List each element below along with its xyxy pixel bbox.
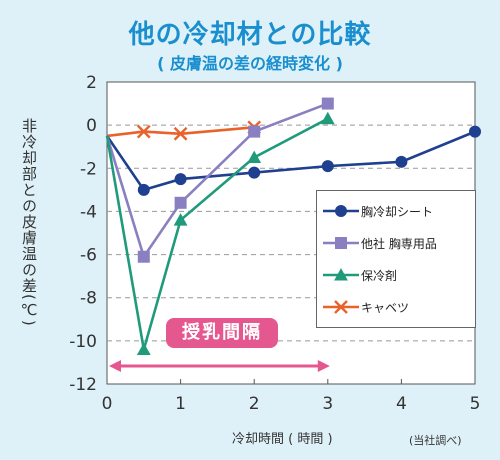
- point-3-2: [173, 126, 188, 141]
- legend-item-3: キャベツ: [317, 293, 475, 321]
- point-0-5: [395, 155, 408, 168]
- point-0-1: [137, 183, 150, 196]
- legend-marker-0: [335, 205, 347, 217]
- legend-swatch-1: [323, 237, 359, 249]
- chart-subtitle: ( 皮膚温の差の経時変化 ): [157, 54, 343, 73]
- legend-marker-1: [335, 237, 347, 249]
- legend-item-0: 胸冷却シート: [317, 197, 475, 225]
- point-0-6: [469, 125, 481, 138]
- point-3-1: [136, 124, 151, 139]
- y-tick-label-4: -6: [80, 246, 97, 266]
- y-tick-label-2: -2: [80, 159, 97, 179]
- y-ticks: 2 0 -2 -4 -6 -8 -10 -12: [69, 73, 97, 395]
- y-tick-label-0: 2: [86, 73, 97, 93]
- y-tick-label-7: -12: [69, 375, 97, 395]
- legend-item-2: 保冷剤: [317, 261, 475, 289]
- point-0-3: [248, 166, 261, 179]
- legend-label-1: 他社 胸専用品: [361, 237, 437, 251]
- x-axis-label: 冷却時間 ( 時間 ): [232, 432, 333, 447]
- y-tick-label-5: -8: [80, 289, 97, 309]
- y-axis-label: 非冷却部との皮膚温の差(℃): [20, 118, 38, 327]
- point-2-1: [136, 342, 151, 356]
- legend-marker-3: [334, 300, 348, 314]
- point-1-2: [174, 196, 187, 209]
- point-2-4: [320, 111, 335, 125]
- legend-item-1: 他社 胸専用品: [317, 229, 475, 257]
- y-tick-label-1: 0: [86, 116, 97, 136]
- series-1: [105, 97, 334, 263]
- y-tick-label-3: -4: [80, 202, 97, 222]
- chart-title: 他の冷却材との比較: [128, 20, 372, 50]
- annotation-arrow-right: [317, 360, 330, 372]
- point-1-4: [321, 97, 334, 110]
- annotation-arrow-left: [109, 360, 121, 372]
- series-line-3: [106, 126, 255, 138]
- point-0-4: [321, 160, 334, 173]
- legend-label-2: 保冷剤: [361, 269, 398, 283]
- point-1-1: [137, 250, 150, 263]
- point-2-2: [173, 213, 188, 226]
- y-tick-label-6: -10: [69, 332, 97, 352]
- x-tick-label-2: 2: [249, 394, 260, 414]
- legend-swatch-0: [323, 205, 359, 217]
- legend-swatch-3: [323, 300, 359, 314]
- source-note: (当社調べ): [409, 434, 462, 447]
- point-1-3: [248, 125, 261, 138]
- legend-label-3: キャベツ: [361, 301, 410, 315]
- point-0-2: [174, 173, 187, 186]
- x-tick-label-3: 3: [322, 394, 333, 414]
- series-2: [105, 111, 335, 356]
- x-tick-label-0: 0: [102, 394, 113, 414]
- legend-label-0: 胸冷却シート: [361, 205, 434, 219]
- series-layer: [105, 97, 481, 356]
- legend-marker-2: [334, 268, 348, 281]
- x-ticks: 0 1 2 3 4 5: [102, 379, 481, 414]
- x-tick-label-1: 1: [175, 394, 186, 414]
- series-0: [105, 125, 481, 196]
- point-2-3: [247, 150, 262, 164]
- annotation-label: 授乳間隔: [166, 318, 278, 348]
- legend: 胸冷却シート 他社 胸専用品 保冷剤 キャベツ: [316, 190, 476, 328]
- annotation-arrow: [109, 360, 330, 372]
- legend-swatch-2: [323, 268, 359, 281]
- x-tick-label-5: 5: [470, 394, 481, 414]
- x-tick-label-4: 4: [396, 394, 407, 414]
